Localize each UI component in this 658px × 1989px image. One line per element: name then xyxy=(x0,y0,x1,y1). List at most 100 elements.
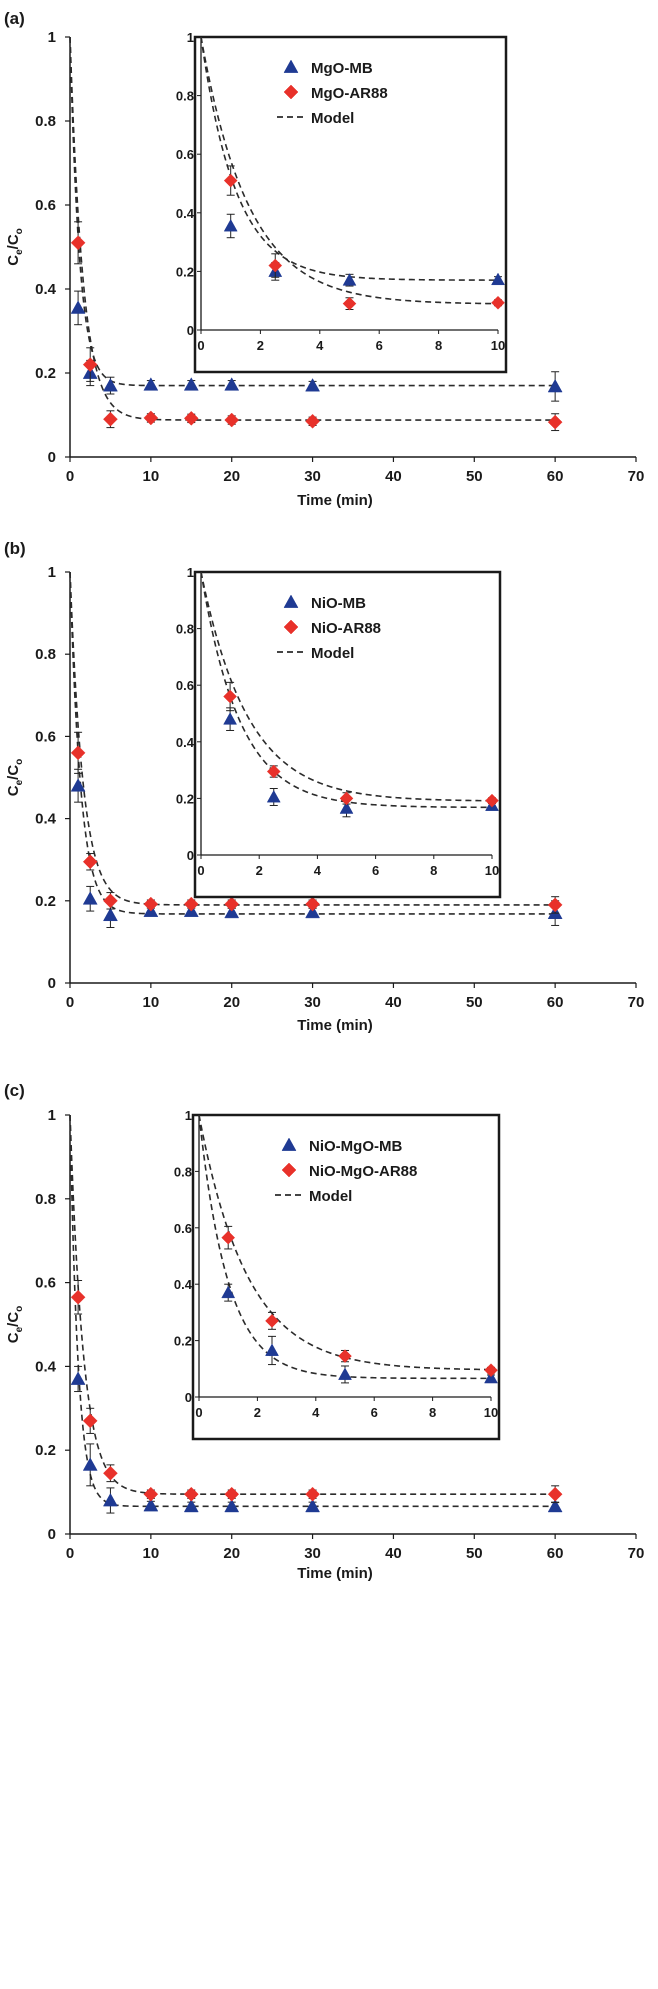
inset-data-point-mb xyxy=(339,801,354,814)
y-label-main: C xyxy=(5,255,22,266)
legend-label-mb: NiO-MgO-MB xyxy=(309,1138,402,1155)
data-point-mb xyxy=(183,377,199,391)
inset-y-tick-label: 1 xyxy=(185,1108,192,1123)
inset-x-tick-label: 10 xyxy=(491,338,505,353)
inset-x-tick-label: 6 xyxy=(372,863,379,878)
legend-label-model: Model xyxy=(311,645,354,662)
x-tick-label: 20 xyxy=(223,468,240,485)
x-axis-label: Time (min) xyxy=(297,1565,373,1582)
x-tick-label: 20 xyxy=(223,994,240,1011)
inset-y-tick-label: 0.2 xyxy=(174,1334,192,1349)
legend-label-ar: NiO-AR88 xyxy=(311,620,381,637)
legend-marker-mb xyxy=(283,594,299,608)
x-tick-label: 10 xyxy=(143,468,160,485)
y-label-sub-o: o xyxy=(14,1306,25,1312)
inset-y-tick-label: 0.4 xyxy=(174,1277,193,1292)
inset-x-tick-label: 6 xyxy=(371,1405,378,1420)
inset-y-tick-label: 0.8 xyxy=(176,89,194,104)
inset-frame xyxy=(191,1113,501,1441)
y-tick-label: 1 xyxy=(48,1107,56,1124)
inset-y-tick-label: 0 xyxy=(187,848,194,863)
x-tick-label: 0 xyxy=(66,994,74,1011)
inset-data-point-mb xyxy=(484,1370,498,1384)
inset-x-tick-label: 2 xyxy=(257,338,264,353)
inset-y-tick-label: 0.4 xyxy=(176,206,195,221)
data-point-mb xyxy=(143,1497,159,1512)
data-point-ar xyxy=(103,411,118,427)
inset-data-point-ar xyxy=(338,1349,352,1363)
legend-marker-mb xyxy=(283,59,299,73)
y-tick-label: 1 xyxy=(48,29,56,46)
x-tick-label: 40 xyxy=(385,468,402,485)
data-point-mb xyxy=(82,1457,98,1471)
inset-chart: 0 2 4 6 8 10 0 0.2 0.4 0.6 0.8 1 NiO-MgO-MB NiO-MgO-A… xyxy=(174,1108,501,1441)
inset-x-tick-label: 2 xyxy=(256,863,263,878)
inset-data-point-ar xyxy=(266,764,281,779)
inset-y-tick-label: 0.6 xyxy=(174,1221,192,1236)
inset-x-tick-label: 8 xyxy=(430,863,437,878)
legend-marker-ar xyxy=(281,1162,297,1178)
inset-x-tick-label: 8 xyxy=(435,338,442,353)
x-axis-label: Time (min) xyxy=(297,492,373,509)
x-tick-label: 50 xyxy=(466,1545,483,1562)
data-point-ar xyxy=(305,896,320,912)
x-tick-label: 10 xyxy=(143,1545,160,1562)
y-tick-label: 0.4 xyxy=(35,281,57,298)
model-curve-ar xyxy=(69,571,556,906)
y-tick-label: 0.2 xyxy=(35,1442,56,1459)
inset-x-tick-label: 2 xyxy=(254,1405,261,1420)
inset-data-point-ar xyxy=(223,689,237,704)
y-label-sub-e: e xyxy=(14,249,25,255)
data-point-ar xyxy=(103,1465,118,1481)
data-point-ar xyxy=(183,1486,199,1502)
legend-label-model: Model xyxy=(309,1188,352,1205)
x-tick-label: 50 xyxy=(466,468,483,485)
x-tick-label: 60 xyxy=(547,994,564,1011)
inset-y-tick-label: 0.2 xyxy=(176,791,194,806)
data-point-ar xyxy=(103,893,118,909)
data-point-ar xyxy=(70,235,86,251)
y-label-sub-e: e xyxy=(14,1326,25,1332)
y-tick-label: 0.8 xyxy=(35,646,56,663)
inset-y-tick-label: 0 xyxy=(185,1390,192,1405)
y-label-slash: /C xyxy=(5,234,22,249)
inset-data-point-mb xyxy=(266,789,281,803)
inset-data-point-ar xyxy=(268,258,283,273)
y-tick-label: 0.6 xyxy=(35,1275,56,1292)
data-point-ar xyxy=(183,896,199,912)
inset-data-point-ar xyxy=(484,1363,498,1378)
data-point-ar xyxy=(224,412,240,428)
data-point-mb xyxy=(305,904,320,919)
y-tick-label: 0.6 xyxy=(35,197,56,214)
data-point-mb xyxy=(70,300,86,314)
y-tick-label: 0.6 xyxy=(35,728,56,745)
data-point-mb xyxy=(103,1492,118,1507)
y-axis-label: Ce/Co xyxy=(5,1306,25,1344)
data-point-mb xyxy=(143,377,159,391)
data-point-ar xyxy=(82,1413,98,1429)
x-tick-label: 30 xyxy=(304,468,321,485)
inset-data-point-mb xyxy=(223,218,238,232)
legend-marker-ar xyxy=(283,84,299,100)
y-tick-label: 0.8 xyxy=(35,1191,56,1208)
data-point-mb xyxy=(224,377,240,391)
data-point-ar xyxy=(183,411,199,426)
inset-data-point-ar xyxy=(265,1314,279,1328)
legend-label-ar: MgO-AR88 xyxy=(311,85,388,102)
y-label-sub-o: o xyxy=(14,759,25,765)
data-point-ar xyxy=(224,896,240,912)
data-point-ar xyxy=(305,413,320,429)
data-point-ar xyxy=(547,414,563,430)
y-label-main: C xyxy=(5,1332,22,1343)
panel-label: (a) xyxy=(4,9,25,28)
inset-data-point-ar xyxy=(223,173,238,188)
inset-data-point-mb xyxy=(265,1343,279,1356)
inset-x-tick-label: 6 xyxy=(376,338,383,353)
inset-x-tick-label: 0 xyxy=(195,1405,202,1420)
data-point-mb xyxy=(224,904,240,919)
x-tick-label: 30 xyxy=(304,994,321,1011)
inset-data-point-mb xyxy=(223,712,238,725)
